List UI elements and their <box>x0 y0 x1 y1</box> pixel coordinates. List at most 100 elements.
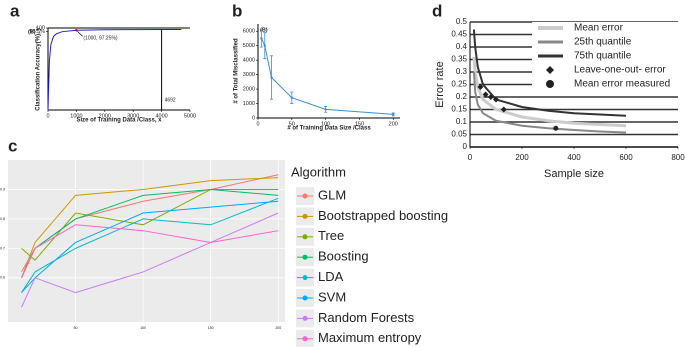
legend-label: GLM <box>318 187 346 202</box>
panel-label: b <box>232 1 242 20</box>
y-tick-label: 100 <box>36 25 45 31</box>
y-tick-label: 2000 <box>243 87 255 93</box>
x-tick-label: 0 <box>46 113 49 119</box>
y-tick-label: 3000 <box>243 72 255 78</box>
y-tick-label: 0.25 <box>451 80 467 89</box>
x-tick-label: 800 <box>671 153 685 162</box>
annotation-point <box>75 29 78 32</box>
x-tick-label: 200 <box>389 121 398 127</box>
legend-title: Algorithm <box>291 164 346 179</box>
y-tick-label: 0 <box>463 142 468 151</box>
legend-label: 75th quantile <box>574 51 632 62</box>
legend-background <box>532 22 678 94</box>
x-tick-label: 200 <box>275 326 281 330</box>
point <box>487 94 494 100</box>
y-tick-label: 0.05 <box>451 130 467 139</box>
x-tick-label: 150 <box>208 326 214 330</box>
y-tick-label: 0.6 <box>0 276 5 280</box>
y-tick-label: 0.1 <box>456 117 468 126</box>
legend-swatch <box>302 193 308 199</box>
annotation: 4692 <box>165 97 176 103</box>
x-tick-label: 400 <box>567 153 581 162</box>
y-tick-label: 0.15 <box>451 105 467 114</box>
x-tick-label: 200 <box>515 153 529 162</box>
legend-label: Tree <box>318 228 344 243</box>
point <box>270 76 273 79</box>
y-tick-label: 0.8 <box>0 217 5 221</box>
x-tick-label: 100 <box>321 121 330 127</box>
annotation: (1000, 97.25%) <box>83 36 118 42</box>
point <box>263 44 266 47</box>
x-tick-label: 50 <box>289 121 295 127</box>
x-tick-label: 3000 <box>127 113 139 119</box>
series-line <box>472 29 627 117</box>
point <box>324 108 327 111</box>
y-tick-label: 5000 <box>243 43 255 49</box>
y-axis-title: Classification Accuracy(%), y <box>36 27 42 111</box>
x-tick-label: 2000 <box>99 113 111 119</box>
point <box>290 96 294 99</box>
series-line <box>21 224 279 279</box>
y-tick-label: 1000 <box>243 101 255 107</box>
legend-swatch <box>546 66 554 74</box>
x-axis-title: Sample size <box>544 168 604 180</box>
y-axis-title: Error rate <box>434 61 446 107</box>
legend-swatch <box>302 295 308 301</box>
y-tick-label: 0.35 <box>451 55 467 64</box>
y-tick-label: 0.7 <box>0 246 5 250</box>
y-axis-title: # of Total Misclassified <box>234 38 240 104</box>
point <box>260 37 263 40</box>
x-axis-title: Size of Training Data /Class, x <box>76 118 162 124</box>
series-line <box>21 177 279 278</box>
legend-label: Boosting <box>318 249 369 264</box>
y-tick-label: 0.45 <box>451 30 467 39</box>
y-tick-label: 0.3 <box>456 67 468 76</box>
legend-label: Bootstrapped boosting <box>318 208 448 223</box>
legend-label: Random Forests <box>318 310 415 325</box>
y-tick-label: 4000 <box>243 58 255 64</box>
x-tick-label: 0 <box>256 121 259 127</box>
x-tick-label: 100 <box>140 326 146 330</box>
legend-label: 25th quantile <box>574 37 632 48</box>
series-line <box>21 212 279 308</box>
x-axis-title: # of Training Data Size /Class <box>287 126 371 132</box>
x-tick-label: 0 <box>468 153 473 162</box>
series-line <box>21 188 279 261</box>
x-tick-label: 4000 <box>155 113 167 119</box>
point <box>500 106 507 113</box>
panel-label: a <box>10 1 20 20</box>
series-line <box>472 71 627 134</box>
point <box>392 113 395 116</box>
x-tick-label: 600 <box>619 153 633 162</box>
y-tick-label: 0.4 <box>456 42 468 51</box>
x-tick-label: 50 <box>74 326 78 330</box>
point <box>477 84 484 90</box>
x-tick-label: 150 <box>355 121 364 127</box>
legend-swatch <box>302 254 308 260</box>
y-tick-label: 0 <box>252 115 255 121</box>
legend-label: LDA <box>318 269 344 284</box>
y-tick-label: 0.5 <box>456 17 468 26</box>
panel-label: d <box>432 1 442 20</box>
series-line <box>21 197 279 293</box>
legend-swatch <box>302 336 308 342</box>
x-tick-label: 1000 <box>70 113 82 119</box>
series-line <box>47 28 182 111</box>
point <box>493 96 499 103</box>
y-tick-label: 0.9 <box>0 187 5 191</box>
legend-swatch <box>302 275 308 281</box>
y-tick-label: 95.5% <box>29 29 45 35</box>
plot-background <box>8 160 285 322</box>
legend-swatch <box>302 213 308 219</box>
legend-swatch <box>302 234 308 240</box>
legend-swatch <box>302 315 308 321</box>
panel-tag: (B) <box>28 29 36 35</box>
y-tick-label: 0.2 <box>456 92 468 101</box>
point <box>482 91 489 98</box>
legend-label: Maximum entropy <box>318 330 422 345</box>
legend-label: SVM <box>318 289 346 304</box>
x-tick-label: 5000 <box>184 113 196 119</box>
legend-label: Mean error <box>574 23 624 34</box>
annotation-arrow <box>77 31 83 37</box>
